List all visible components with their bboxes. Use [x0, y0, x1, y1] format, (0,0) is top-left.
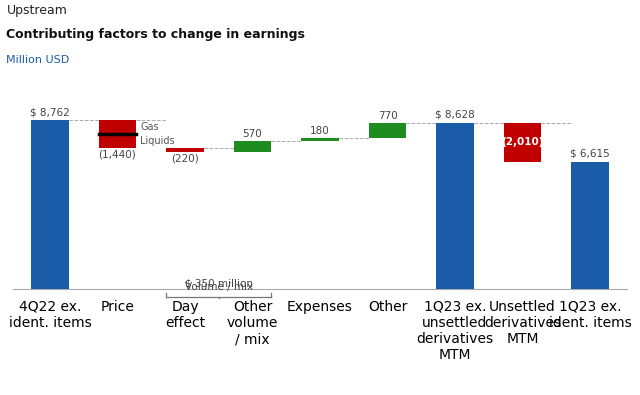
Text: Volume / mix: Volume / mix: [185, 282, 253, 292]
Bar: [436, 123, 474, 289]
Text: $ 8,628: $ 8,628: [435, 110, 475, 120]
Bar: [166, 148, 204, 152]
Text: 570: 570: [243, 129, 262, 139]
Text: (1,440): (1,440): [99, 150, 136, 160]
Text: Upstream: Upstream: [6, 4, 67, 17]
Bar: [99, 120, 136, 148]
Bar: [301, 138, 339, 141]
Bar: [234, 141, 271, 152]
Text: $ 6,615: $ 6,615: [570, 149, 610, 159]
Text: Gas: Gas: [140, 122, 159, 132]
Text: $ 8,762: $ 8,762: [30, 107, 70, 117]
Text: Liquids: Liquids: [140, 136, 175, 146]
Text: 180: 180: [310, 126, 330, 136]
Bar: [572, 162, 609, 289]
Text: $ 350 million: $ 350 million: [185, 279, 253, 289]
Text: (2,010): (2,010): [501, 137, 544, 147]
Text: Million USD: Million USD: [6, 55, 70, 65]
Text: Contributing factors to change in earnings: Contributing factors to change in earnin…: [6, 28, 305, 41]
Bar: [369, 123, 406, 138]
Bar: [504, 123, 541, 162]
Text: (220): (220): [171, 154, 199, 164]
Text: 770: 770: [378, 111, 397, 121]
Bar: [31, 120, 68, 289]
